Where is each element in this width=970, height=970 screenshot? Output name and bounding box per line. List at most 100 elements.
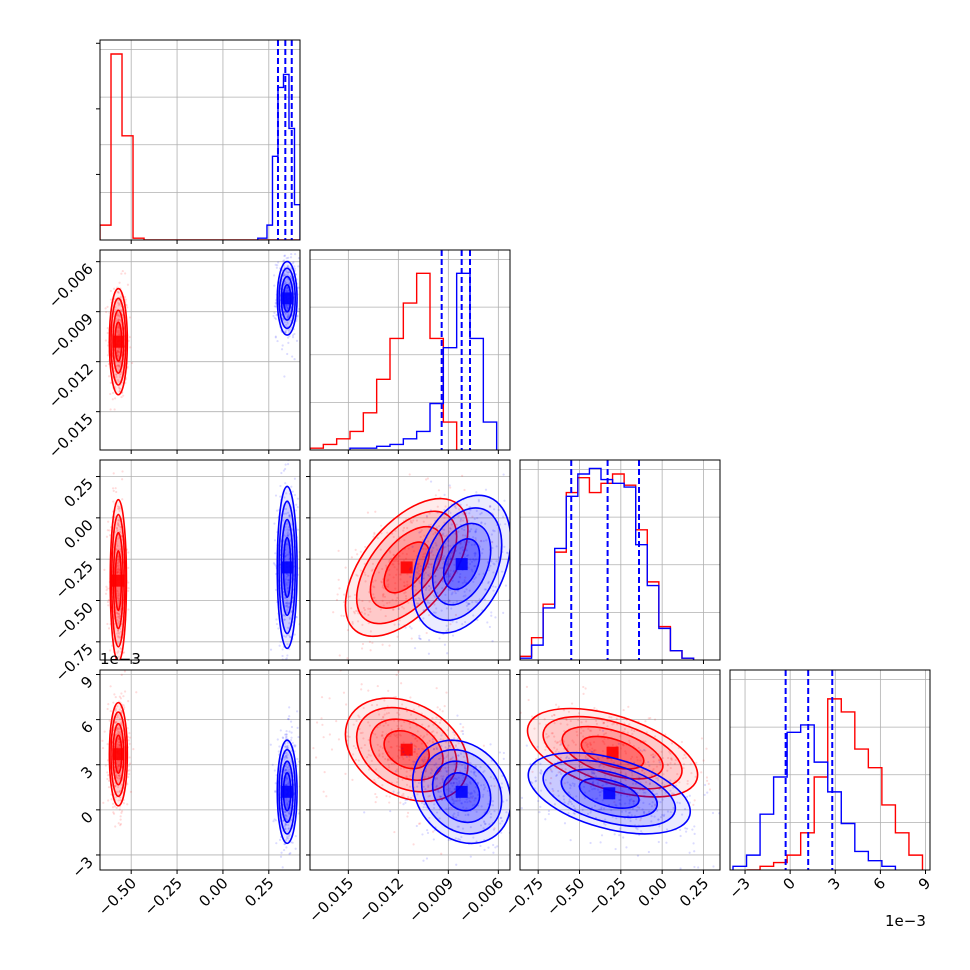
scatter-point <box>283 618 286 621</box>
scatter-point <box>669 766 672 770</box>
scatter-point <box>441 710 444 713</box>
scatter-point <box>550 770 554 773</box>
scatter-point <box>291 841 294 844</box>
x-tick-label: −0.015 <box>305 874 357 926</box>
scatter-point <box>284 282 287 285</box>
scatter-point <box>455 621 458 624</box>
scatter-point <box>367 738 370 742</box>
scatter-point <box>389 551 392 554</box>
scatter-point <box>391 563 394 566</box>
scatter-point <box>385 794 388 798</box>
scatter-point <box>603 742 606 746</box>
scatter-point <box>386 759 389 762</box>
scatter-point <box>604 782 608 785</box>
scatter-point <box>430 563 433 566</box>
scatter-point <box>286 602 289 605</box>
scatter-point <box>632 792 635 795</box>
scatter-point <box>467 566 470 569</box>
scatter-point <box>293 267 297 270</box>
scatter-point <box>455 781 458 784</box>
y-tick-label: −0.50 <box>52 599 97 644</box>
scatter-point <box>593 772 596 776</box>
scatter-point <box>458 782 461 785</box>
scatter-point <box>125 303 128 306</box>
scatter-point <box>585 744 588 747</box>
scatter-point <box>293 745 297 748</box>
scatter-point <box>396 770 399 773</box>
scatter-point <box>588 729 592 732</box>
scatter-point <box>285 665 287 667</box>
scatter-point <box>505 799 508 802</box>
scatter-point <box>447 766 450 769</box>
scatter-point <box>286 463 290 466</box>
scatter-point <box>591 750 594 754</box>
scatter-point <box>463 800 467 804</box>
scatter-point <box>427 725 430 728</box>
scatter-point <box>650 805 654 808</box>
scatter-point <box>565 756 568 760</box>
scatter-point <box>288 661 290 663</box>
scatter-point <box>470 770 473 773</box>
scatter-point <box>678 802 681 805</box>
scatter-point <box>396 792 399 795</box>
scatter-point <box>328 697 331 700</box>
scatter-point <box>628 802 631 805</box>
scatter-point <box>283 811 286 814</box>
scatter-point <box>117 760 120 763</box>
scatter-point <box>489 743 492 746</box>
scatter-point <box>110 678 112 680</box>
scatter-point <box>445 560 449 564</box>
scatter-point <box>459 572 462 576</box>
scatter-point <box>443 516 446 519</box>
scatter-point <box>287 634 291 637</box>
scatter-point <box>440 852 443 855</box>
scatter-point <box>284 810 287 814</box>
scatter-point <box>119 731 122 734</box>
scatter-point <box>592 751 595 754</box>
scatter-point <box>582 685 585 689</box>
scatter-point <box>684 827 687 830</box>
scatter-point <box>547 812 550 816</box>
scatter-point <box>619 735 622 738</box>
scatter-point <box>502 800 505 803</box>
scatter-point <box>115 375 118 378</box>
scatter-point <box>582 785 586 788</box>
scatter-point <box>117 365 121 368</box>
scatter-point <box>563 782 566 785</box>
scatter-point <box>306 690 308 692</box>
scatter-point <box>287 782 290 786</box>
scatter-point <box>382 724 385 727</box>
scatter-point <box>642 812 646 815</box>
scatter-point <box>117 634 120 638</box>
scatter-point <box>461 534 465 537</box>
scatter-point <box>368 640 371 643</box>
scatter-point <box>444 766 447 770</box>
scatter-point <box>452 781 455 785</box>
scatter-point <box>465 588 468 591</box>
x-offset-label: 1e−3 <box>885 912 926 930</box>
scatter-point <box>387 585 390 588</box>
scatter-point <box>448 516 451 519</box>
scatter-point <box>107 627 111 630</box>
scatter-point <box>117 631 120 634</box>
scatter-point <box>577 712 581 715</box>
scatter-point <box>686 779 689 783</box>
scatter-point <box>285 289 288 292</box>
scatter-point <box>661 756 665 760</box>
scatter-point <box>439 790 442 793</box>
scatter-point <box>404 801 407 804</box>
scatter-point <box>373 533 376 536</box>
scatter-point <box>287 812 291 815</box>
scatter-point <box>417 747 420 751</box>
scatter-point <box>624 772 627 775</box>
scatter-point <box>539 771 542 774</box>
scatter-point <box>602 784 605 787</box>
scatter-point <box>293 332 296 336</box>
scatter-point <box>354 758 357 761</box>
scatter-point <box>579 731 583 735</box>
scatter-point <box>474 600 477 603</box>
scatter-point <box>116 331 119 334</box>
scatter-point <box>472 771 475 774</box>
scatter-point <box>438 770 441 773</box>
scatter-point <box>121 478 124 481</box>
